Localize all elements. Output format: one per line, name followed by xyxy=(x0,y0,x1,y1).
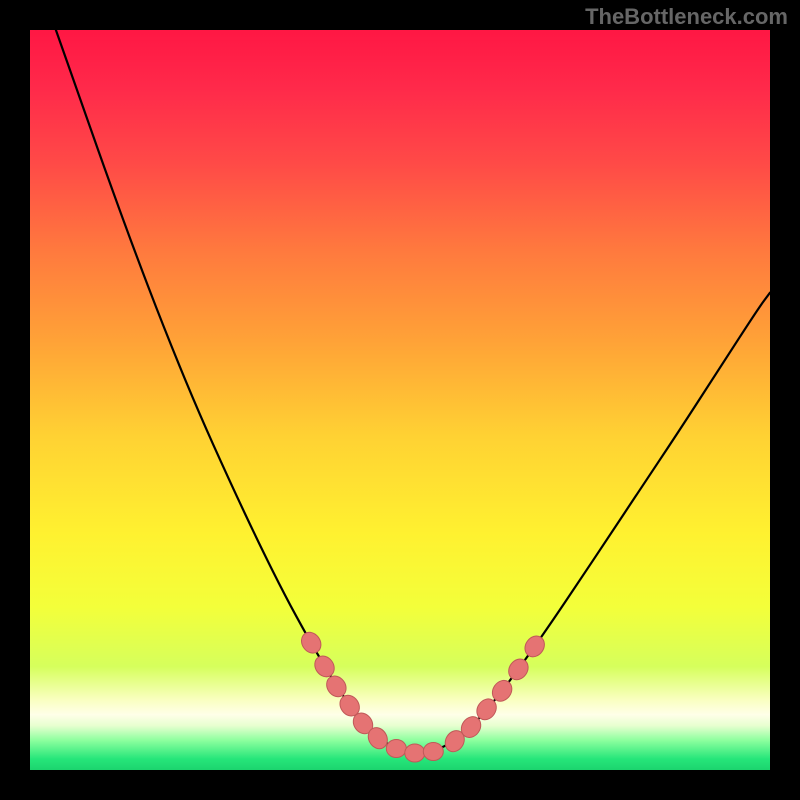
watermark-text: TheBottleneck.com xyxy=(585,4,788,30)
plot-area xyxy=(30,30,770,770)
gradient-background xyxy=(30,30,770,770)
